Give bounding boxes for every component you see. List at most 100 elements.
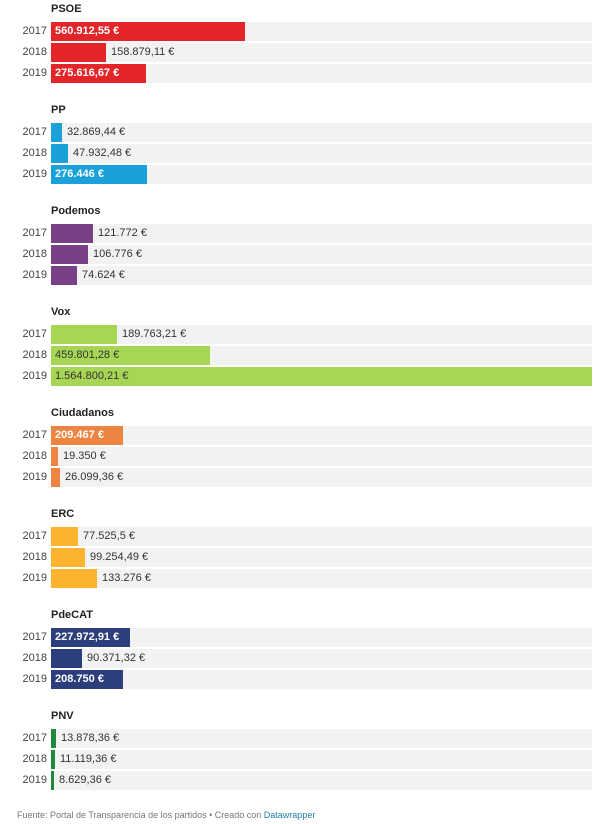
bar-ciudadanos-2017[interactable] <box>51 426 123 445</box>
value-label: 189.763,21 € <box>122 328 187 340</box>
value-label: 19.350 € <box>63 450 106 462</box>
value-label: 47.932,48 € <box>73 147 132 159</box>
bar-psoe-2018[interactable] <box>51 43 106 62</box>
group-title-pp: PP <box>51 104 66 116</box>
group-title-psoe: PSOE <box>51 3 82 15</box>
row-background <box>51 569 592 588</box>
bar-podemos-2019[interactable] <box>51 266 77 285</box>
row-background <box>51 123 592 142</box>
row-background <box>51 43 592 62</box>
year-label: 2019 <box>22 67 47 79</box>
group-title-vox: Vox <box>51 306 71 318</box>
value-label: 74.624 € <box>82 269 125 281</box>
bar-chart: PSOE 2017 560.912,55 € 2018 158.879,11 € 2019… <box>22 3 592 790</box>
row-background <box>51 245 592 264</box>
bar-pnv-2018[interactable] <box>51 750 55 769</box>
group-title-pdecat: PdeCAT <box>51 609 93 621</box>
bar-pnv-2019[interactable] <box>51 771 54 790</box>
bar-podemos-2018[interactable] <box>51 245 88 264</box>
bar-vox-2019[interactable] <box>51 367 592 386</box>
bar-pdecat-2017[interactable] <box>51 628 130 647</box>
value-label: 11.119,36 € <box>60 753 117 765</box>
year-label: 2017 <box>22 732 47 744</box>
bar-podemos-2017[interactable] <box>51 224 93 243</box>
row-background <box>51 628 592 647</box>
year-label: 2019 <box>22 673 47 685</box>
year-label: 2018 <box>22 652 47 664</box>
value-label: 208.750 € <box>55 673 104 685</box>
year-label: 2018 <box>22 147 47 159</box>
value-label: 121.772 € <box>98 227 147 239</box>
year-label: 2018 <box>22 46 47 58</box>
row-background <box>51 224 592 243</box>
year-label: 2019 <box>22 269 47 281</box>
value-label: 1.564.800,21 € <box>55 370 129 382</box>
value-label: 209.467 € <box>55 429 104 441</box>
year-label: 2018 <box>22 248 47 260</box>
row-background <box>51 670 592 689</box>
bar-pp-2019[interactable] <box>51 165 147 184</box>
bar-psoe-2019[interactable] <box>51 64 146 83</box>
row-background <box>51 468 592 487</box>
value-label: 90.371,32 € <box>87 652 146 664</box>
bar-pdecat-2019[interactable] <box>51 670 123 689</box>
year-label: 2018 <box>22 450 47 462</box>
row-background <box>51 266 592 285</box>
year-label: 2019 <box>22 370 47 382</box>
row-background <box>51 165 592 184</box>
year-label: 2017 <box>22 126 47 138</box>
bar-psoe-2017[interactable] <box>51 22 245 41</box>
row-background <box>51 649 592 668</box>
value-label: 276.446 € <box>55 168 104 180</box>
year-label: 2019 <box>22 572 47 584</box>
value-label: 459.801,28 € <box>55 349 120 361</box>
row-background <box>51 527 592 546</box>
row-background <box>51 144 592 163</box>
year-label: 2017 <box>22 328 47 340</box>
year-label: 2017 <box>22 530 47 542</box>
bar-pp-2017[interactable] <box>51 123 62 142</box>
bar-pp-2018[interactable] <box>51 144 68 163</box>
year-label: 2018 <box>22 753 47 765</box>
value-label: 13.878,36 € <box>61 732 120 744</box>
row-background <box>51 325 592 344</box>
row-background <box>51 447 592 466</box>
value-label: 560.912,55 € <box>55 25 120 37</box>
group-title-pnv: PNV <box>51 710 74 722</box>
year-label: 2017 <box>22 25 47 37</box>
value-label: 133.276 € <box>102 572 151 584</box>
year-label: 2017 <box>22 631 47 643</box>
group-title-podemos: Podemos <box>51 205 101 217</box>
bar-erc-2018[interactable] <box>51 548 85 567</box>
year-label: 2018 <box>22 551 47 563</box>
year-label: 2019 <box>22 774 47 786</box>
value-label: 32.869,44 € <box>67 126 126 138</box>
bar-ciudadanos-2019[interactable] <box>51 468 60 487</box>
bar-vox-2017[interactable] <box>51 325 117 344</box>
datawrapper-link[interactable]: Datawrapper <box>263 810 316 820</box>
year-label: 2018 <box>22 349 47 361</box>
bar-erc-2019[interactable] <box>51 569 97 588</box>
row-background <box>51 771 592 790</box>
year-label: 2017 <box>22 429 47 441</box>
row-background <box>51 729 592 748</box>
year-label: 2019 <box>22 471 47 483</box>
value-label: 158.879,11 € <box>111 46 175 58</box>
value-label: 99.254,49 € <box>90 551 149 563</box>
source-note: Fuente: Portal de Transparencia de los p… <box>17 810 264 820</box>
group-title-erc: ERC <box>51 508 75 520</box>
value-label: 8.629,36 € <box>59 774 111 786</box>
bar-ciudadanos-2018[interactable] <box>51 447 58 466</box>
bar-pnv-2017[interactable] <box>51 729 56 748</box>
row-background <box>51 64 592 83</box>
bar-vox-2018[interactable] <box>51 346 210 365</box>
year-label: 2019 <box>22 168 47 180</box>
value-label: 227.972,91 € <box>55 631 120 643</box>
row-background <box>51 426 592 445</box>
value-label: 26.099,36 € <box>65 471 124 483</box>
row-background <box>51 548 592 567</box>
value-label: 106.776 € <box>93 248 142 260</box>
chart-footer: Fuente: Portal de Transparencia de los p… <box>17 810 315 820</box>
bar-erc-2017[interactable] <box>51 527 78 546</box>
bar-pdecat-2018[interactable] <box>51 649 82 668</box>
